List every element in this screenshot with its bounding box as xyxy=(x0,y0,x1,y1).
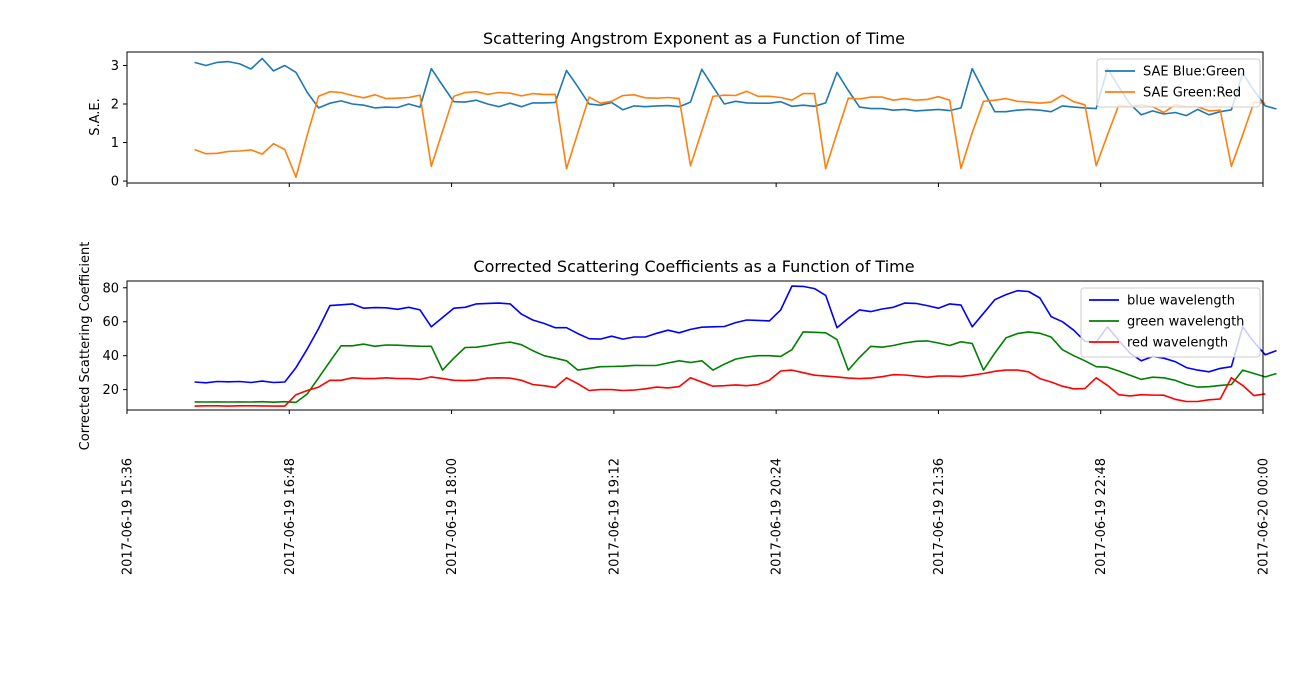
x-tick-label: 2017-06-19 20:24 xyxy=(770,458,785,575)
scattering-y-axis-label: Corrected Scattering Coefficient xyxy=(78,242,93,451)
sae-y-ticks: 0 1 2 3 xyxy=(111,59,127,190)
sae-y-axis-label: S.A.E. xyxy=(88,98,103,136)
sae-axes-frame xyxy=(126,51,1264,184)
scattering-x-ticks: 2017-06-19 15:36 2017-06-19 16:48 2017-06-… xyxy=(121,410,1272,575)
x-tick-label: 2017-06-19 16:48 xyxy=(283,458,298,575)
series-line-sae-blue-green xyxy=(194,57,1277,117)
x-tick-label: 2017-06-20 00:00 xyxy=(1257,458,1272,575)
scattering-legend: blue wavelength green wavelength red wavel… xyxy=(1080,287,1261,358)
scattering-y-tick-label: 80 xyxy=(102,281,119,296)
scattering-axes-frame xyxy=(126,280,1264,411)
sae-x-ticks xyxy=(126,183,1264,187)
sae-chart-title: Scattering Angstrom Exponent as a Functi… xyxy=(483,29,905,48)
sae-y-tick-label: 2 xyxy=(111,98,119,113)
sae-subplot: Scattering Angstrom Exponent as a Functi… xyxy=(88,29,1277,190)
x-tick-label: 2017-06-19 18:00 xyxy=(445,458,460,575)
x-tick-label: 2017-06-19 15:36 xyxy=(121,458,136,575)
scattering-subplot: Corrected Scattering Coefficients as a F… xyxy=(78,242,1277,575)
x-tick-label: 2017-06-19 21:36 xyxy=(932,458,947,575)
x-tick-label: 2017-06-19 19:12 xyxy=(607,458,622,575)
scattering-y-ticks: 20 40 60 80 xyxy=(102,281,127,398)
series-line-sae-green-red xyxy=(194,90,1266,178)
scattering-legend-box xyxy=(1080,287,1261,358)
sae-y-tick-label: 0 xyxy=(111,175,119,190)
legend-label: SAE Green:Red xyxy=(1143,86,1241,101)
scattering-y-tick-label: 40 xyxy=(102,349,119,364)
scattering-y-tick-label: 60 xyxy=(102,315,119,330)
legend-label: red wavelength xyxy=(1127,336,1228,351)
scattering-y-tick-label: 20 xyxy=(102,383,119,398)
sae-legend-box xyxy=(1096,58,1261,108)
series-line-green-wavelength xyxy=(194,331,1277,404)
legend-label: SAE Blue:Green xyxy=(1143,65,1245,80)
sae-plot-area xyxy=(194,57,1277,178)
sae-y-tick-label: 3 xyxy=(111,59,119,74)
legend-label: green wavelength xyxy=(1127,315,1244,330)
sae-legend: SAE Blue:Green SAE Green:Red xyxy=(1096,58,1261,108)
x-tick-label: 2017-06-19 22:48 xyxy=(1094,458,1109,575)
legend-label: blue wavelength xyxy=(1127,294,1235,309)
scattering-chart-title: Corrected Scattering Coefficients as a F… xyxy=(473,257,914,276)
series-line-red-wavelength xyxy=(194,369,1266,407)
sae-y-tick-label: 1 xyxy=(111,136,119,151)
